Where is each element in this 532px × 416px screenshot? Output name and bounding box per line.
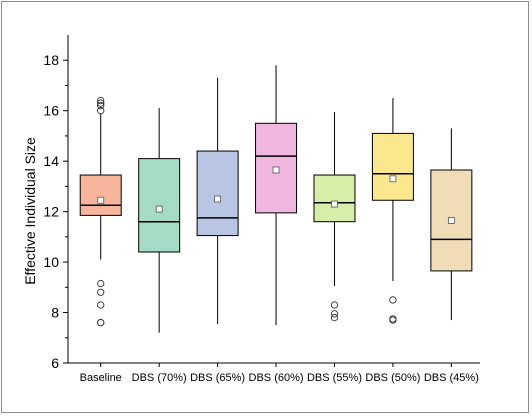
y-tick-label: 16: [43, 103, 59, 119]
y-tick-label: 14: [43, 153, 59, 169]
x-tick-label: DBS (65%): [190, 372, 245, 384]
box: [196, 150, 239, 237]
box: [138, 158, 181, 253]
x-tick-label: Baseline: [80, 372, 122, 384]
outlier-point: [97, 96, 105, 105]
x-tick-label: DBS (55%): [307, 372, 362, 384]
outlier-point: [97, 318, 105, 327]
outlier-point: [389, 296, 397, 304]
y-tick-label: 10: [43, 254, 59, 270]
outlier-point: [389, 316, 397, 324]
outlier-point: [97, 107, 105, 115]
x-tick-label: DBS (50%): [365, 372, 420, 384]
x-tick-label: DBS (45%): [424, 372, 479, 384]
y-tick-label: 12: [43, 204, 59, 220]
mean-marker: [214, 195, 222, 203]
outlier-point: [97, 279, 105, 288]
outlier-point: [330, 301, 339, 309]
outlier-point: [97, 99, 105, 107]
mean-marker: [389, 175, 397, 183]
mean-marker: [97, 196, 105, 204]
x-tick-label: DBS (70%): [132, 372, 187, 384]
outlier-point: [97, 288, 105, 297]
mean-marker: [447, 217, 455, 224]
box: [313, 174, 356, 223]
mean-marker: [155, 205, 163, 213]
mean-marker: [331, 200, 338, 208]
y-tick-label: 6: [51, 355, 59, 371]
y-tick-label: 8: [51, 305, 59, 321]
y-axis-label: Effective Individual Size: [22, 137, 38, 285]
outlier-point: [330, 310, 339, 318]
outlier-point: [97, 301, 105, 309]
outlier-point: [330, 313, 339, 322]
x-tick-label: DBS (60%): [249, 372, 304, 384]
box: [255, 122, 298, 214]
y-tick-label: 18: [43, 52, 59, 68]
mean-marker: [272, 166, 280, 174]
box: [371, 132, 414, 201]
outlier-point: [97, 101, 105, 110]
box: [79, 174, 122, 216]
